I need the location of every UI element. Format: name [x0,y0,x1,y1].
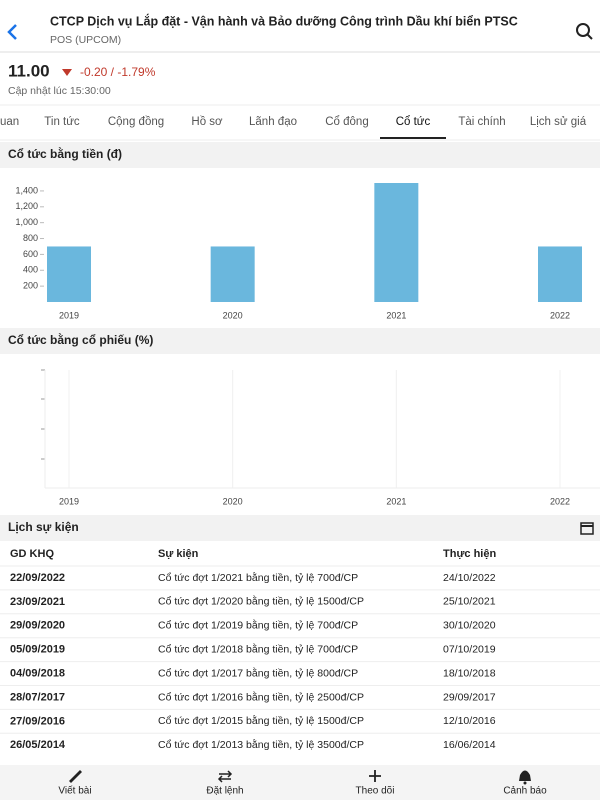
down-arrow [62,69,72,76]
section-title: Cổ tức bằng tiền (đ) [8,146,122,161]
cell: Cổ tức đợt 1/2019 bằng tiền, tỷ lệ 700đ/… [158,619,358,632]
cell: 07/10/2019 [443,643,496,655]
x-tick-label: 2020 [223,310,243,320]
y-tick-label: 800 [23,233,38,243]
updated-time: Cập nhật lúc 15:30:00 [8,85,111,97]
tab[interactable]: uan [0,116,19,128]
cell: 12/10/2016 [443,715,496,727]
x-tick-label: 2021 [386,310,406,320]
x-tick-label: 2019 [59,310,79,320]
tab[interactable]: Lịch sử giá [530,116,587,128]
price: 11.00 [8,61,50,80]
cell: Cổ tức đợt 1/2016 bằng tiền, tỷ lệ 2500đ… [158,690,364,703]
nav-icons [69,770,531,785]
cell: 22/09/2022 [10,572,65,584]
section-header [0,515,600,541]
nav-item[interactable]: Theo dõi [356,786,395,797]
y-tick-label: 1,400 [15,185,38,195]
tab[interactable]: Cổ đông [325,116,368,128]
column-header: Thực hiện [443,548,496,560]
cell: 29/09/2020 [10,620,65,632]
x-tick-label: 2022 [550,496,570,506]
y-tick-label: 600 [23,249,38,259]
cell: 23/09/2021 [10,596,65,608]
cell: 05/09/2019 [10,644,65,656]
x-tick-label: 2019 [59,496,79,506]
x-tick-label: 2021 [386,496,406,506]
cell: Cổ tức đợt 1/2020 bằng tiền, tỷ lệ 1500đ… [158,595,364,608]
cell: 28/07/2017 [10,691,65,703]
cell: Cổ tức đợt 1/2017 bằng tiền, tỷ lệ 800đ/… [158,666,358,679]
back-button[interactable] [7,24,17,40]
cell: 29/09/2017 [443,691,496,703]
bar [47,246,91,302]
section-title: Lịch sự kiện [8,520,79,534]
bar [538,246,582,302]
column-header: GD KHQ [10,548,54,560]
tab[interactable]: Tài chính [458,116,505,128]
cell: 16/06/2014 [443,739,496,751]
tab-indicator [380,137,446,139]
search-button[interactable] [576,23,593,40]
tab[interactable]: Lãnh đạo [249,116,297,128]
cell: Cổ tức đợt 1/2013 bằng tiền, tỷ lệ 3500đ… [158,738,364,751]
tab[interactable]: Hồ sơ [191,116,223,128]
section-header [0,328,600,354]
y-tick-label: 200 [23,281,38,291]
nav-item[interactable]: Cảnh báo [503,786,547,797]
ticker: POS (UPCOM) [50,34,121,46]
x-tick-label: 2020 [223,496,243,506]
x-tick-label: 2022 [550,310,570,320]
y-tick-label: 1,200 [15,201,38,211]
cell: Cổ tức đợt 1/2015 bằng tiền, tỷ lệ 1500đ… [158,714,364,727]
tab[interactable]: Cộng đồng [108,116,164,128]
bottom-nav [0,765,600,800]
cell: 27/09/2016 [10,715,65,727]
y-tick-label: 400 [23,265,38,275]
cell: 18/10/2018 [443,667,496,679]
bar [374,183,419,302]
nav-item[interactable]: Viết bài [58,785,91,797]
axis-ticks [41,369,45,460]
cell: 30/10/2020 [443,620,496,632]
calendar-icon[interactable] [580,522,594,535]
column-header: Sự kiện [158,548,199,560]
y-tick-label: 1,000 [15,217,38,227]
cell: 25/10/2021 [443,596,496,608]
tab[interactable]: Cổ tức [396,116,431,128]
cell: 04/09/2018 [10,668,65,680]
section-title: Cổ tức bằng cổ phiếu (%) [8,332,153,347]
section-header [0,142,600,168]
cell: 24/10/2022 [443,572,496,584]
tab[interactable]: Tin tức [44,116,80,128]
price-change: -0.20 / -1.79% [80,65,156,79]
cell: Cổ tức đợt 1/2021 bằng tiền, tỷ lệ 700đ/… [158,571,358,584]
nav-item[interactable]: Đặt lệnh [206,786,243,797]
cell: 26/05/2014 [10,739,66,751]
company-title: CTCP Dịch vụ Lắp đặt - Vận hành và Bảo d… [50,13,518,28]
cell: Cổ tức đợt 1/2018 bằng tiền, tỷ lệ 700đ/… [158,642,358,655]
bar [210,246,255,302]
